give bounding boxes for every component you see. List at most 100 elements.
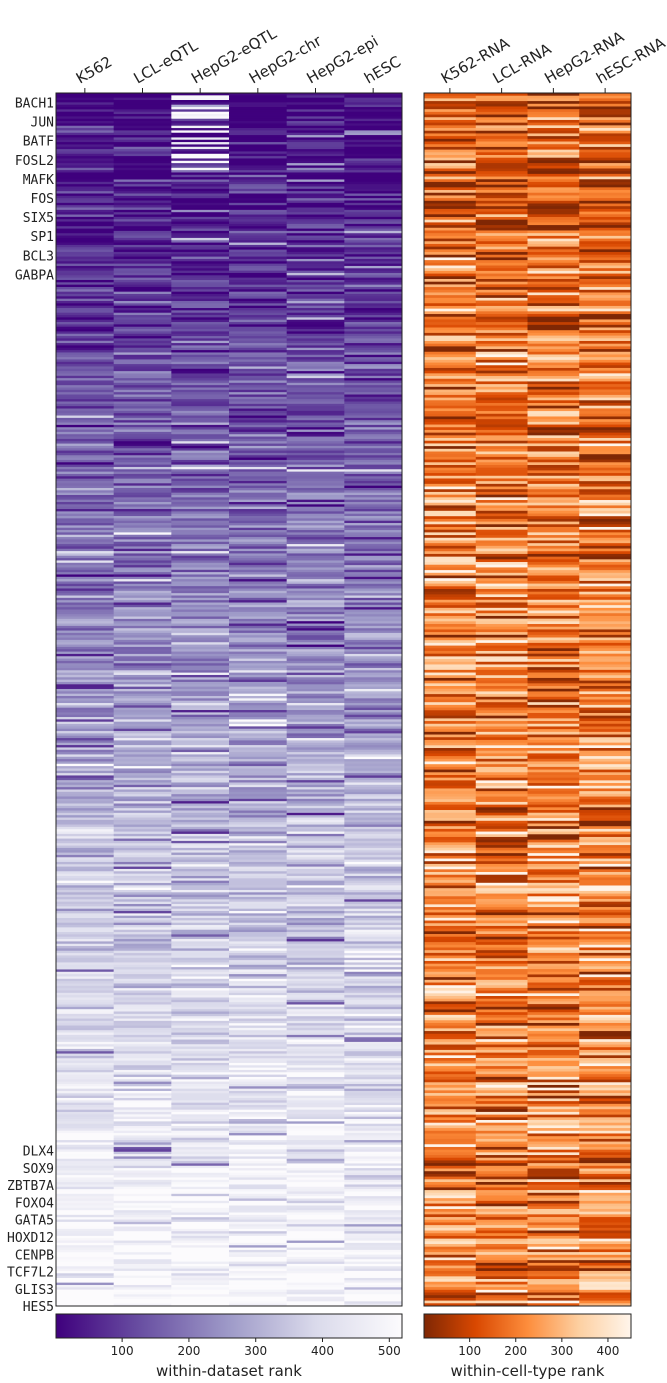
cell-hesc: [344, 604, 403, 608]
cell-hepg2-epi: [286, 123, 345, 127]
cell-k562-rna: [424, 1165, 477, 1169]
cell-hesc-rna: [579, 920, 632, 924]
cell-hepg2-rna: [527, 157, 580, 161]
cell-hesc: [344, 787, 403, 790]
cell-lcl-rna: [475, 462, 528, 466]
cell-hesc: [344, 978, 403, 982]
cell-hesc-rna: [579, 467, 632, 471]
cell-hesc: [344, 843, 403, 846]
cell-hesc: [344, 1205, 403, 1209]
cell-hepg2-chr: [229, 375, 288, 379]
cell-hesc-rna: [579, 424, 632, 428]
cell-k562: [56, 1130, 115, 1134]
cell-lcl-eqtl: [113, 237, 172, 241]
cell-hepg2-chr: [229, 866, 288, 870]
cell-hepg2-eqtl: [171, 438, 230, 442]
cell-lcl-eqtl: [113, 955, 172, 959]
cell-lcl-eqtl: [113, 927, 172, 931]
cell-hepg2-chr: [229, 308, 288, 311]
cell-k562: [56, 1093, 115, 1097]
cell-lcl-rna: [475, 1128, 528, 1132]
cell-hepg2-eqtl: [171, 752, 230, 755]
cell-hepg2-eqtl: [171, 244, 230, 248]
cell-hepg2-epi: [286, 1076, 345, 1080]
cell-hepg2-chr: [229, 644, 288, 648]
cell-k562-rna: [424, 1244, 477, 1248]
cell-hesc: [344, 445, 403, 449]
cell-k562-rna: [424, 936, 477, 940]
cell-hesc-rna: [579, 165, 632, 169]
cell-lcl-eqtl: [113, 981, 172, 984]
cell-hesc: [344, 691, 403, 695]
cell-hepg2-rna: [527, 545, 580, 549]
cell-hesc-rna: [579, 1198, 632, 1202]
cell-k562-rna: [424, 136, 477, 140]
cell-hepg2-eqtl: [171, 787, 230, 790]
cell-k562: [56, 859, 115, 863]
cell-hepg2-rna: [527, 1227, 580, 1231]
cell-hepg2-rna: [527, 1028, 580, 1032]
cell-lcl-eqtl: [113, 385, 172, 388]
cell-hepg2-eqtl: [171, 658, 230, 662]
cell-k562-rna: [424, 1146, 477, 1151]
cell-hepg2-chr: [229, 616, 288, 620]
cell-lcl-rna: [475, 556, 528, 560]
colorbar-tick-label: 300: [550, 1344, 573, 1358]
cell-hesc: [344, 934, 403, 938]
cell-hepg2-epi: [286, 1277, 345, 1281]
cell-hesc: [344, 450, 403, 454]
cell-hepg2-chr: [229, 1254, 288, 1258]
cell-hepg2-epi: [286, 93, 345, 96]
cell-hesc: [344, 857, 403, 860]
cell-hesc-rna: [579, 774, 632, 779]
cell-lcl-eqtl: [113, 408, 172, 412]
cell-lcl-eqtl: [113, 1065, 172, 1069]
cell-k562-rna: [424, 613, 477, 617]
cell-hepg2-epi: [286, 153, 345, 157]
cell-hepg2-epi: [286, 385, 345, 388]
cell-hesc-rna: [579, 149, 632, 153]
cell-hesc-rna: [579, 273, 632, 277]
cell-lcl-eqtl: [113, 1046, 172, 1050]
cell-hepg2-epi: [286, 551, 345, 554]
cell-k562: [56, 487, 115, 491]
cell-k562-rna: [424, 777, 477, 781]
cell-hepg2-epi: [286, 205, 345, 208]
cell-hepg2-eqtl: [171, 125, 230, 129]
cell-hepg2-chr: [229, 354, 288, 358]
cell-hesc: [344, 258, 403, 262]
cell-hepg2-chr: [229, 483, 288, 487]
cell-hesc: [344, 761, 403, 765]
cell-hepg2-rna: [527, 373, 580, 377]
cell-k562-rna: [424, 1111, 477, 1116]
cell-k562-rna: [424, 184, 477, 188]
cell-hepg2-epi: [286, 235, 345, 239]
cell-k562: [56, 611, 115, 615]
cell-hepg2-chr: [229, 999, 288, 1003]
cell-lcl-rna: [475, 109, 528, 113]
cell-hepg2-chr: [229, 492, 288, 496]
cell-hepg2-eqtl: [171, 1037, 230, 1040]
cell-k562-rna: [424, 1208, 477, 1213]
cell-hesc-rna: [579, 305, 632, 310]
cell-hepg2-eqtl: [171, 845, 230, 849]
cell-k562: [56, 282, 115, 286]
cell-hesc-rna: [579, 1246, 632, 1250]
cell-lcl-rna: [475, 634, 528, 638]
cell-lcl-eqtl: [113, 688, 172, 692]
cell-k562: [56, 1165, 115, 1169]
cell-hepg2-eqtl: [171, 588, 230, 592]
cell-k562: [56, 1189, 115, 1192]
cell-k562-rna: [424, 144, 477, 148]
cell-hepg2-chr: [229, 315, 288, 318]
cell-hesc: [344, 294, 403, 297]
cell-hesc-rna: [579, 376, 632, 380]
cell-hepg2-chr: [229, 359, 288, 363]
cell-k562: [56, 974, 115, 977]
cell-hepg2-eqtl: [171, 763, 230, 767]
cell-k562: [56, 1037, 115, 1040]
cell-lcl-eqtl: [113, 1219, 172, 1223]
cell-hepg2-eqtl: [171, 871, 230, 875]
cell-lcl-rna: [475, 632, 528, 636]
cell-k562-rna: [424, 996, 477, 1000]
